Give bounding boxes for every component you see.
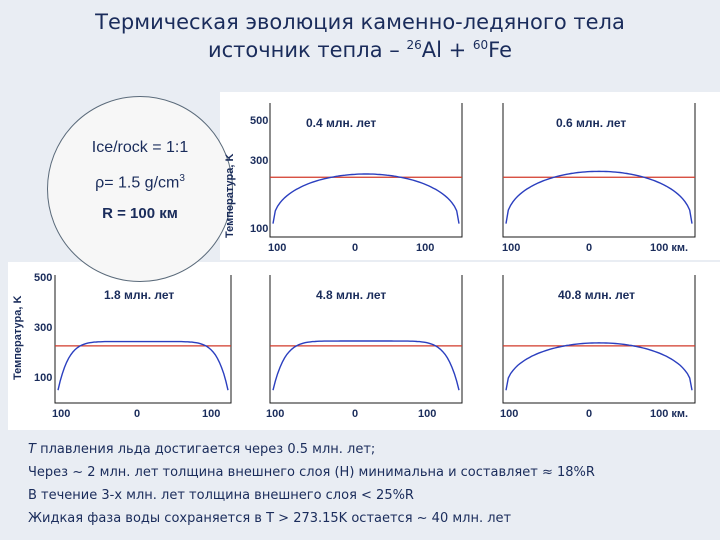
fe-element: Fe: [488, 38, 513, 62]
bottom-ytick-300: 300: [34, 322, 53, 334]
note-1: T плавления льда достигается через 0.5 м…: [28, 438, 708, 461]
panel-label-4-8: 4.8 млн. лет: [316, 288, 387, 302]
al-isotope-mass: 26: [406, 38, 422, 52]
slide-subtitle: источник тепла – 26Al + 60Fe: [0, 38, 720, 62]
bot2-xtick-mid: 0: [352, 408, 359, 420]
profile-panel-1: [269, 103, 463, 238]
slide-title: Термическая эволюция каменно-ледяного те…: [0, 10, 720, 34]
top1-xtick-mid: 0: [352, 242, 359, 254]
top-ytick-300: 300: [250, 155, 269, 167]
bot1-xtick-right: 100: [202, 408, 221, 420]
title-line-1: Термическая эволюция каменно-ледяного те…: [95, 10, 625, 34]
top1-xtick-right: 100: [416, 242, 435, 254]
top2-xtick-left: 100: [502, 242, 521, 254]
temperature-profile-curve: [57, 340, 229, 391]
density-value: ρ= 1.5 g/cm: [95, 174, 180, 192]
bot2-xtick-left: 100: [266, 408, 285, 420]
axis-frame: [54, 275, 232, 404]
note-4: Жидкая фаза воды сохраняется в T > 273.1…: [28, 507, 708, 530]
profile-panel-2: [502, 103, 696, 238]
density: ρ= 1.5 g/cm3: [48, 173, 232, 192]
axis-frame: [502, 103, 696, 238]
bot1-xtick-left: 100: [52, 408, 71, 420]
temperature-profile-curve: [505, 170, 693, 224]
top2-xtick-mid: 0: [586, 242, 593, 254]
ice-rock-ratio: Ice/rock = 1:1: [91, 139, 189, 156]
note-2: Через ~ 2 млн. лет толщина внешнего слоя…: [28, 461, 708, 484]
note-4-text: Жидкая фаза воды сохраняется в T > 273.1…: [28, 511, 512, 526]
note-1-italic: T: [28, 442, 36, 457]
panel-label-1-8: 1.8 млн. лет: [104, 288, 175, 302]
note-3-text: В течение 3-х млн. лет толщина внешнего …: [28, 488, 414, 503]
note-1-text: плавления льда достигается через 0.5 млн…: [35, 442, 376, 457]
bot3-xtick-right: 100 км.: [650, 408, 689, 420]
note-3: В течение 3-х млн. лет толщина внешнего …: [28, 484, 708, 507]
bottom-ytick-500: 500: [34, 272, 53, 284]
body-parameters-circle: Ice/rock = 1:1 ρ= 1.5 g/cm3 R = 100 км: [47, 96, 233, 282]
conclusions: T плавления льда достигается через 0.5 м…: [28, 438, 708, 530]
profile-panel-5: [502, 275, 696, 404]
axis-frame: [269, 275, 463, 404]
temperature-profile-curve: [272, 173, 460, 224]
bot2-xtick-right: 100: [418, 408, 437, 420]
top1-xtick-left: 100: [268, 242, 287, 254]
bot1-xtick-mid: 0: [134, 408, 141, 420]
temperature-profile-curve: [505, 342, 693, 391]
bot3-xtick-mid: 0: [586, 408, 593, 420]
top2-xtick-right: 100 км.: [650, 242, 689, 254]
radius: R = 100 км: [102, 205, 178, 222]
top-ytick-500: 500: [250, 115, 269, 127]
profile-panel-4: [269, 275, 463, 404]
axis-frame: [502, 275, 696, 404]
panel-label-0-4: 0.4 млн. лет: [306, 116, 377, 130]
panel-label-0-6: 0.6 млн. лет: [556, 116, 627, 130]
al-element: Al +: [421, 38, 473, 62]
fe-isotope-mass: 60: [472, 38, 489, 52]
profile-panel-3: [54, 275, 232, 404]
bottom-ytick-100: 100: [34, 372, 53, 384]
note-2-text: Через ~ 2 млн. лет толщина внешнего слоя…: [28, 465, 595, 480]
bot3-xtick-left: 100: [500, 408, 519, 420]
panel-label-40-8: 40.8 млн. лет: [558, 288, 635, 302]
density-exponent: 3: [179, 173, 185, 184]
top-ytick-100: 100: [250, 223, 269, 235]
temperature-profile-curve: [272, 340, 460, 391]
axis-frame: [269, 103, 463, 238]
title-prefix: источник тепла –: [207, 38, 407, 62]
